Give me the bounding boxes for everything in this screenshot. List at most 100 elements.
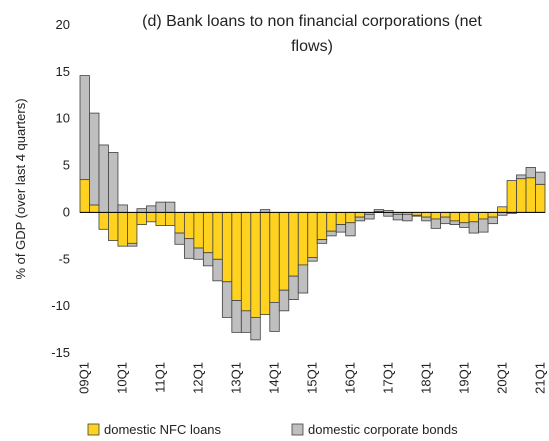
bar-corporate-bonds bbox=[136, 208, 147, 213]
bar-nfc-loans bbox=[449, 212, 460, 222]
bar-corporate-bonds bbox=[307, 257, 318, 262]
bar-nfc-loans bbox=[259, 212, 271, 315]
bar-nfc-loans bbox=[269, 212, 280, 303]
bar-corporate-bonds bbox=[345, 222, 356, 237]
bar-nfc-loans bbox=[487, 212, 498, 218]
y-axis-ticks: -15 -10 -5 0 5 10 15 20 bbox=[51, 17, 70, 360]
bar-corporate-bonds bbox=[459, 222, 470, 228]
legend: domestic NFC loans domestic corporate bon… bbox=[87, 422, 458, 437]
bar-nfc-loans bbox=[535, 183, 546, 213]
bar-corporate-bonds bbox=[108, 152, 119, 213]
bar-corporate-bonds bbox=[231, 300, 242, 333]
x-tick-label: 18Q1 bbox=[418, 362, 433, 394]
bar-nfc-loans bbox=[231, 212, 242, 301]
legend-label: domestic NFC loans bbox=[104, 422, 222, 437]
x-tick-label: 15Q1 bbox=[305, 362, 320, 394]
bar-corporate-bonds bbox=[278, 289, 290, 312]
bar-nfc-loans bbox=[307, 212, 318, 258]
bar-nfc-loans bbox=[478, 212, 489, 220]
bar-corporate-bonds bbox=[202, 252, 214, 267]
bar-corporate-bonds bbox=[402, 213, 413, 222]
chart-title-line-1: (d) Bank loans to non financial corporat… bbox=[142, 13, 482, 30]
bar-corporate-bonds bbox=[354, 216, 366, 222]
y-tick-label: 10 bbox=[56, 111, 70, 126]
bar-corporate-bonds bbox=[117, 204, 128, 213]
bar-nfc-loans bbox=[183, 212, 195, 240]
y-tick-label: 20 bbox=[56, 17, 70, 32]
bar-nfc-loans bbox=[326, 212, 337, 232]
bar-nfc-loans bbox=[316, 212, 328, 241]
bar-corporate-bonds bbox=[392, 213, 404, 221]
x-tick-label: 09Q1 bbox=[77, 362, 92, 394]
bar-nfc-loans bbox=[240, 212, 252, 312]
y-tick-label: -10 bbox=[51, 298, 70, 313]
bar-nfc-loans bbox=[421, 212, 432, 218]
bar-corporate-bonds bbox=[212, 258, 223, 282]
bar-corporate-bonds bbox=[516, 174, 527, 180]
bar-corporate-bonds bbox=[316, 239, 328, 244]
bar-nfc-loans bbox=[440, 212, 451, 218]
bar-corporate-bonds bbox=[127, 242, 138, 247]
bar-nfc-loans bbox=[288, 212, 299, 277]
bar-nfc-loans bbox=[212, 212, 223, 260]
bar-corporate-bonds bbox=[421, 216, 432, 222]
bar-nfc-loans bbox=[468, 212, 479, 223]
bar-corporate-bonds bbox=[335, 224, 347, 233]
bar-corporate-bonds bbox=[478, 218, 489, 233]
chart-title-line-2: flows) bbox=[291, 38, 333, 55]
chart-title: (d) Bank loans to non financial corporat… bbox=[142, 13, 482, 55]
bar-corporate-bonds bbox=[373, 209, 385, 212]
bar-nfc-loans bbox=[136, 212, 147, 226]
bar-nfc-loans bbox=[516, 178, 527, 213]
bar-corporate-bonds bbox=[183, 238, 195, 259]
x-tick-label: 17Q1 bbox=[380, 362, 395, 394]
x-tick-label: 20Q1 bbox=[494, 362, 509, 394]
bar-corporate-bonds bbox=[240, 310, 252, 333]
y-tick-label: 5 bbox=[63, 158, 70, 173]
y-tick-label: -5 bbox=[58, 251, 70, 266]
bar-nfc-loans bbox=[497, 206, 508, 213]
bar-nfc-loans bbox=[430, 212, 442, 220]
bar-nfc-loans bbox=[459, 212, 470, 224]
bar-corporate-bonds bbox=[383, 212, 394, 217]
bar-nfc-loans bbox=[89, 204, 100, 213]
bar-corporate-bonds bbox=[155, 201, 166, 213]
x-tick-label: 21Q1 bbox=[532, 362, 547, 394]
bar-nfc-loans bbox=[354, 212, 366, 218]
bar-corporate-bonds bbox=[146, 205, 157, 213]
bar-corporate-bonds bbox=[525, 167, 536, 179]
bar-corporate-bonds bbox=[98, 144, 109, 213]
bar-nfc-loans bbox=[335, 212, 347, 226]
bar-nfc-loans bbox=[250, 212, 261, 318]
x-tick-label: 13Q1 bbox=[229, 362, 244, 394]
bar-corporate-bonds bbox=[269, 301, 280, 332]
legend-swatch bbox=[87, 423, 100, 436]
x-tick-label: 10Q1 bbox=[115, 362, 130, 394]
x-tick-label: 14Q1 bbox=[267, 362, 282, 394]
bar-corporate-bonds bbox=[326, 230, 337, 237]
bar-nfc-loans bbox=[193, 212, 204, 249]
bar-corporate-bonds bbox=[535, 171, 546, 185]
bar-corporate-bonds bbox=[174, 232, 185, 245]
bar-nfc-loans bbox=[202, 212, 214, 254]
bar-corporate-bonds bbox=[89, 112, 100, 206]
bar-nfc-loans bbox=[117, 212, 128, 247]
legend-label: domestic corporate bonds bbox=[308, 422, 458, 437]
bar-corporate-bonds bbox=[250, 316, 261, 341]
bar-nfc-loans bbox=[525, 177, 536, 213]
bar-nfc-loans bbox=[221, 212, 233, 283]
y-tick-label: -15 bbox=[51, 345, 70, 360]
bar-nfc-loans bbox=[108, 212, 119, 241]
bar-nfc-loans bbox=[155, 212, 166, 226]
y-tick-label: 0 bbox=[63, 204, 70, 219]
x-axis-ticks: 09Q1 10Q1 11Q1 12Q1 13Q1 14Q1 15Q1 16Q1 17Q1 18Q1… bbox=[77, 362, 548, 394]
bar-nfc-loans bbox=[174, 212, 185, 234]
bar-corporate-bonds bbox=[288, 275, 299, 300]
y-axis-title: % of GDP (over last 4 quarters) bbox=[13, 98, 28, 279]
bar-corporate-bonds bbox=[487, 216, 498, 225]
legend-swatch bbox=[291, 423, 304, 436]
bar-corporate-bonds bbox=[468, 221, 479, 234]
bar-corporate-bonds bbox=[440, 216, 451, 225]
bar-nfc-loans bbox=[165, 212, 176, 226]
